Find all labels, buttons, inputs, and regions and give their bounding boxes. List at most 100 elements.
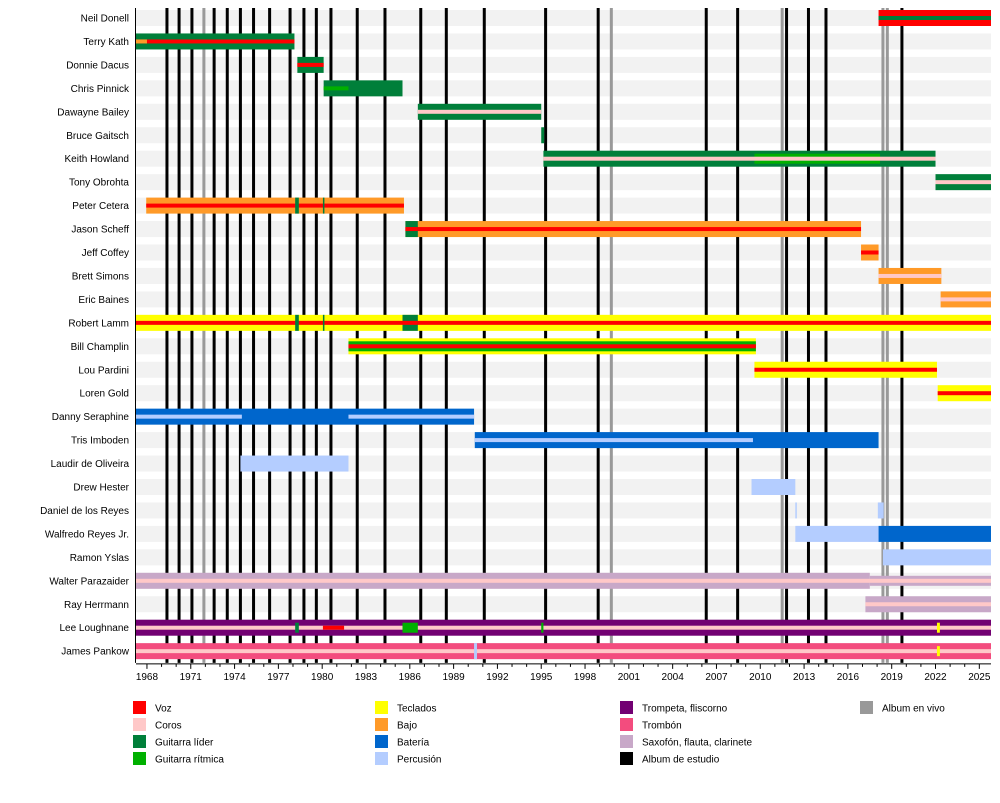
legend-swatch <box>133 735 146 748</box>
legend-label: Coros <box>155 721 182 732</box>
studio-album-line <box>596 8 600 663</box>
studio-album-line <box>190 8 194 663</box>
member-label: Robert Lamm <box>68 318 129 329</box>
x-tick-label: 1974 <box>223 672 246 683</box>
legend-label: Trompeta, fliscorno <box>642 704 728 715</box>
studio-album-line <box>165 8 169 663</box>
row-band <box>136 267 991 284</box>
bar-stripe <box>940 297 991 302</box>
studio-album-line <box>806 8 810 663</box>
x-tick-label: 2019 <box>881 672 904 683</box>
studio-album-line <box>704 8 708 663</box>
bar-stripe <box>543 156 936 161</box>
member-label: Tony Obrohta <box>69 178 129 189</box>
bar-stripe <box>348 344 756 349</box>
member-label: Danny Seraphine <box>52 412 130 423</box>
row-band <box>136 502 991 519</box>
member-label: Jason Scheff <box>71 225 129 236</box>
member-label: Daniel de los Reyes <box>40 506 129 517</box>
bar-stripe <box>754 367 937 372</box>
legend-label: Batería <box>397 738 430 749</box>
bar-mid <box>541 622 544 633</box>
row-band <box>136 127 991 144</box>
legend-swatch <box>620 718 633 731</box>
studio-album-line <box>444 8 448 663</box>
studio-album-line <box>268 8 272 663</box>
x-tick-label: 1995 <box>530 672 553 683</box>
bar-main <box>751 479 796 495</box>
studio-album-line <box>824 8 828 663</box>
row-band <box>136 549 991 566</box>
bar-main <box>295 314 299 331</box>
bar-stripe <box>136 320 991 325</box>
album-lines <box>165 8 904 663</box>
bar-stripe <box>417 109 542 114</box>
legend-swatch <box>375 701 388 714</box>
bar-stripe <box>474 438 753 443</box>
member-label: Laudir de Oliveira <box>51 459 130 470</box>
studio-album-line <box>900 8 904 663</box>
member-label: James Pankow <box>61 647 130 658</box>
bar-stripe <box>136 649 991 654</box>
x-tick-label: 2001 <box>618 672 641 683</box>
x-tick-label: 2025 <box>968 672 991 683</box>
legend-label: Bajo <box>397 721 417 732</box>
legend-swatch <box>375 752 388 765</box>
x-axis: 1968 1971 1974 1977 1980 1983 1986 1989 1992 1995… <box>135 8 991 683</box>
bar-stripe <box>322 625 345 630</box>
legend-label: Trombón <box>642 721 682 732</box>
studio-album-line <box>329 8 333 663</box>
bar-stripe <box>136 625 991 630</box>
bar-main <box>878 525 991 542</box>
bar-main <box>474 643 477 660</box>
bar-stripe <box>348 414 475 419</box>
x-tick-label: 1980 <box>311 672 334 683</box>
legend-swatch <box>133 718 146 731</box>
bar-stripe <box>878 16 991 20</box>
studio-album-line <box>544 8 548 663</box>
member-label: Lee Loughnane <box>59 623 129 634</box>
bar-main <box>882 549 991 566</box>
member-label: Neil Donell <box>81 14 129 25</box>
studio-album-line <box>225 8 229 663</box>
bar-mid <box>936 622 940 633</box>
bar-stripe <box>937 391 991 396</box>
bar-stripe <box>935 180 991 185</box>
row-band <box>136 80 991 97</box>
row-band <box>136 174 991 191</box>
bar-main <box>322 314 325 331</box>
live-album-line <box>780 8 784 663</box>
bar-main <box>295 197 299 214</box>
bar-stripe <box>136 578 991 583</box>
bar-main <box>323 80 403 97</box>
x-tick-label: 2022 <box>924 672 947 683</box>
x-tick-label: 2007 <box>705 672 728 683</box>
legend-label: Album en vivo <box>882 704 945 715</box>
bar-stripe <box>297 62 324 67</box>
row-band <box>136 525 991 542</box>
x-tick-label: 1989 <box>442 672 465 683</box>
x-tick-label: 2013 <box>793 672 816 683</box>
studio-album-line <box>314 8 318 663</box>
legend: Voz Coros Guitarra líder Guitarra rítmica Te… <box>133 701 945 766</box>
bar-stripe <box>402 320 418 325</box>
legend-label: Teclados <box>397 704 436 715</box>
bar-stripe <box>405 227 418 232</box>
live-album-line <box>202 8 206 663</box>
member-bars <box>136 10 991 660</box>
x-tick-label: 2010 <box>749 672 772 683</box>
bar-mid <box>936 646 940 657</box>
studio-album-line <box>736 8 740 663</box>
studio-album-line <box>288 8 292 663</box>
row-band <box>136 103 991 120</box>
studio-album-line <box>177 8 181 663</box>
member-label: Keith Howland <box>65 154 129 165</box>
row-band <box>136 244 991 261</box>
member-label: Ramon Yslas <box>70 553 129 564</box>
member-labels: Neil Donell Terry Kath Donnie Dacus Chris P… <box>40 14 130 658</box>
member-label: Brett Simons <box>72 271 129 282</box>
studio-album-line <box>302 8 306 663</box>
legend-label: Percusión <box>397 755 441 766</box>
row-band <box>136 291 991 308</box>
